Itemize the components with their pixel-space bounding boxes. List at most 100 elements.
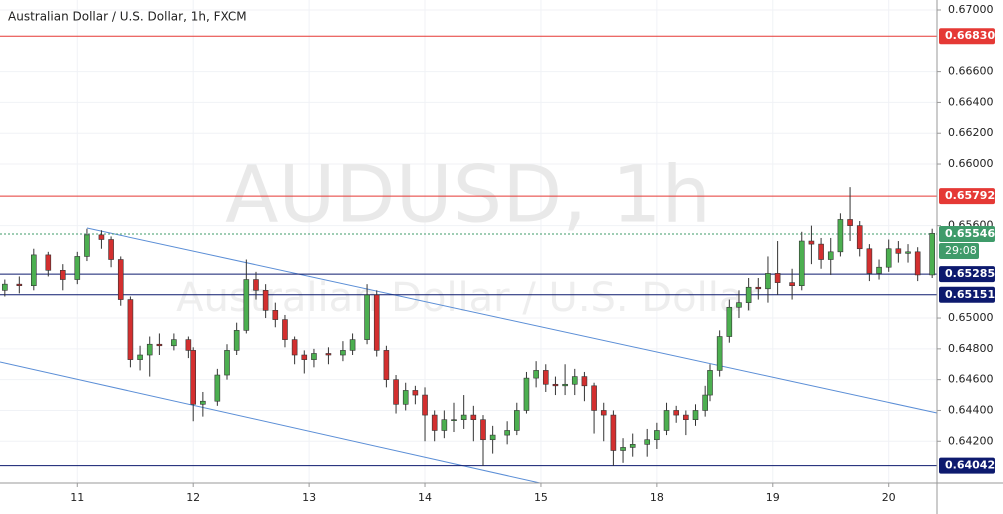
candle-body <box>2 283 8 291</box>
candle-body <box>262 290 269 311</box>
candle-body <box>542 370 549 385</box>
candle-body <box>364 294 370 340</box>
countdown-tag <box>939 242 979 259</box>
candle-body <box>692 410 699 420</box>
candle-body <box>856 225 863 250</box>
candle-body <box>340 350 346 356</box>
candle-body <box>726 306 733 337</box>
candle-body <box>431 414 438 431</box>
candle-body <box>562 383 568 387</box>
candle-body <box>798 240 805 287</box>
candle-body <box>629 444 636 448</box>
candle-body <box>895 248 902 254</box>
candle-body <box>311 353 317 360</box>
level-line-label: 0.65792 <box>945 189 995 202</box>
x-tick-label: 18 <box>650 491 664 504</box>
candle-body <box>827 251 834 260</box>
x-tick-label: 11 <box>70 491 84 504</box>
candle-body <box>171 339 177 347</box>
y-tick-label: 0.66200 <box>948 126 994 139</box>
y-tick-label: 0.67000 <box>948 3 994 16</box>
candle-body <box>504 430 510 436</box>
candle-body <box>451 419 457 421</box>
candle-body <box>98 234 105 240</box>
candle-body <box>914 251 921 276</box>
candle-body <box>272 310 279 320</box>
candle-body <box>571 376 578 385</box>
candle-body <box>489 434 496 441</box>
candle-body <box>929 233 935 276</box>
level-line-tag <box>939 286 995 303</box>
candle-body <box>876 266 882 274</box>
trend-line-lower <box>0 361 541 484</box>
candle-body <box>200 400 206 405</box>
candle-body <box>325 353 332 356</box>
x-tick-label: 20 <box>882 491 896 504</box>
candle-body <box>108 239 114 260</box>
candle-body <box>470 414 477 420</box>
candle-body <box>156 343 163 347</box>
candle-body <box>905 251 911 254</box>
x-tick-label: 13 <box>302 491 316 504</box>
y-tick-label: 0.66400 <box>948 95 994 108</box>
last-price-line-tag <box>939 225 995 242</box>
watermark: AUDUSD, 1h <box>225 150 711 240</box>
candle-body <box>422 394 428 416</box>
candle-body <box>818 243 824 260</box>
candle-body <box>441 419 448 431</box>
candle-body <box>533 370 539 379</box>
last-price-line-label: 0.65546 <box>945 227 995 240</box>
candle-body <box>74 256 81 280</box>
candle-body <box>224 350 230 376</box>
candle-body <box>214 374 221 402</box>
candle-body <box>117 259 124 300</box>
candle-body <box>789 282 795 287</box>
candle-body <box>581 376 588 387</box>
candle-body <box>702 394 708 411</box>
y-tick-label: 0.66000 <box>948 157 994 170</box>
candle-body <box>393 379 399 405</box>
x-tick-label: 14 <box>418 491 432 504</box>
level-line-tag <box>939 28 995 45</box>
level-line-tag <box>939 457 995 474</box>
candle-body <box>736 302 742 308</box>
y-tick-label: 0.66600 <box>948 65 994 78</box>
countdown: 29:08 <box>945 244 977 257</box>
level-line-label: 0.64042 <box>945 459 995 472</box>
candle-body <box>591 385 597 411</box>
candle-body <box>755 286 762 290</box>
candle-body <box>45 254 52 271</box>
grid <box>0 0 937 483</box>
candle-body <box>837 219 844 253</box>
candle-body <box>808 240 815 245</box>
y-tick-label: 0.64200 <box>948 434 994 447</box>
candle-body <box>383 350 390 380</box>
candle-body <box>243 279 250 331</box>
candle-body <box>190 350 196 405</box>
candle-body <box>402 390 409 405</box>
candle-body <box>600 410 607 416</box>
candle-body <box>745 286 752 303</box>
candle-body <box>349 339 356 351</box>
candle-body <box>552 383 559 387</box>
level-line-tag <box>939 266 995 283</box>
candle-body <box>137 354 143 360</box>
x-tick-label: 15 <box>534 491 548 504</box>
x-tick-label: 19 <box>766 491 780 504</box>
y-tick-label: 0.65000 <box>948 311 994 324</box>
candle-body <box>127 299 134 360</box>
candle-body <box>683 414 689 420</box>
candle-body <box>620 447 626 451</box>
candle-body <box>16 283 23 287</box>
y-tick-label: 0.64400 <box>948 403 994 416</box>
level-line-label: 0.65285 <box>945 267 995 280</box>
candle-body <box>644 439 651 445</box>
level-line-label: 0.66830 <box>945 29 995 42</box>
candle-body <box>866 248 873 274</box>
candle-body <box>654 430 660 441</box>
candle-body <box>253 279 259 291</box>
candle-body <box>774 273 781 283</box>
